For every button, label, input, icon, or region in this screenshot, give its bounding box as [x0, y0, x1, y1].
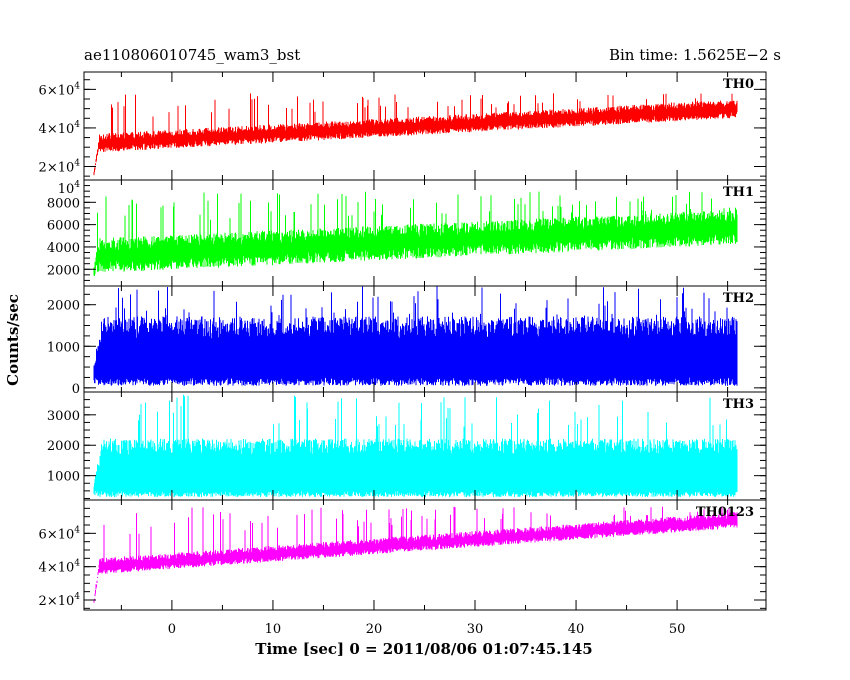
y-tick-label: 8000	[47, 196, 80, 211]
y-tick-label-top: 104	[58, 180, 81, 197]
y-tick-label: 4000	[47, 241, 80, 256]
panel-th0123: 2×104 4×104 6×104 TH0123	[39, 499, 767, 611]
series-th3	[93, 394, 738, 497]
y-tick-label: 6000	[47, 219, 80, 234]
x-axis: 0 10 20 30 40 50	[168, 622, 686, 637]
series-th1	[93, 191, 738, 276]
panel-th0: 2×104 4×104 6×104 TH0	[39, 71, 767, 181]
x-tick-label: 40	[568, 622, 585, 637]
y-tick-label: 6×104	[39, 525, 81, 542]
y-tick-label: 1000	[47, 340, 80, 355]
y-tick-label: 3000	[47, 409, 80, 424]
y-tick-label: 2000	[47, 263, 80, 278]
y-tick-label: 6×104	[39, 81, 81, 98]
x-axis-title: Time [sec] 0 = 2011/08/06 01:07:45.145	[255, 640, 592, 658]
y-tick-label: 2000	[47, 439, 80, 454]
x-tick-label: 0	[168, 622, 176, 637]
y-tick-label: 2×104	[39, 592, 81, 609]
series-th0123	[93, 506, 738, 603]
y-tick-label: 4×104	[39, 559, 81, 576]
y-tick-label: 1000	[47, 470, 80, 485]
channel-label-th0: TH0	[723, 77, 754, 92]
channel-label-th3: TH3	[723, 397, 754, 412]
channel-label-th0123: TH0123	[696, 505, 754, 520]
series-th0	[93, 93, 738, 176]
channel-label-th1: TH1	[723, 185, 754, 200]
panel-th3: 1000 2000 3000 TH3	[47, 391, 767, 501]
y-tick-label: 2×104	[39, 159, 81, 176]
series-th2	[93, 286, 738, 386]
y-axis-title: Counts/sec	[4, 294, 22, 386]
y-tick-label: 4×104	[39, 120, 81, 137]
panel-th2: 0 1000 2000 TH2	[47, 285, 767, 397]
x-tick-label: 10	[265, 622, 282, 637]
chart-title-left: ae110806010745_wam3_bst	[84, 46, 300, 64]
chart-title-right: Bin time: 1.5625E−2 s	[609, 46, 781, 64]
x-tick-label: 30	[467, 622, 484, 637]
x-tick-label: 50	[669, 622, 686, 637]
y-tick-label: 2000	[47, 299, 80, 314]
y-tick-label: 0	[72, 382, 80, 397]
panel-frame	[83, 499, 767, 611]
x-tick-label: 20	[366, 622, 383, 637]
channel-label-th2: TH2	[723, 291, 754, 306]
